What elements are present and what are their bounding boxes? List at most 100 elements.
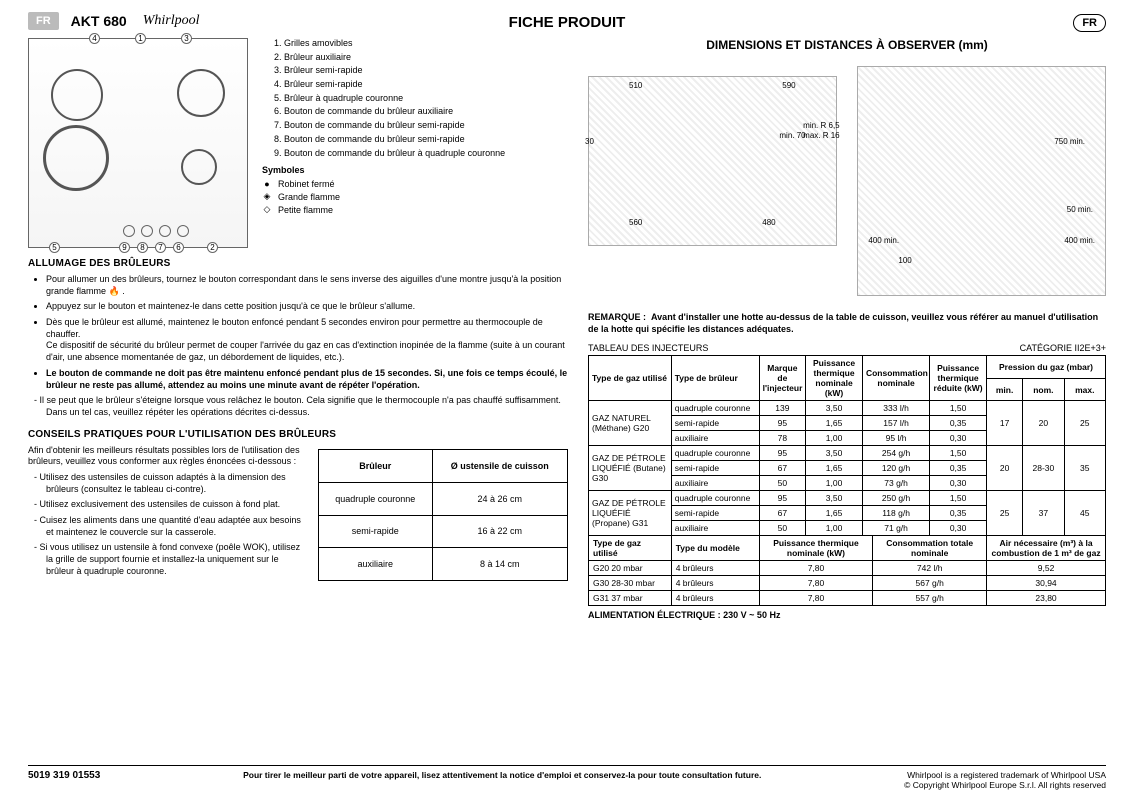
ignition-note: Il se peut que le brûleur s'éteigne lors… <box>46 395 568 418</box>
sum-td: 557 g/h <box>873 591 987 606</box>
legend-item: Bouton de commande du brûleur semi-rapid… <box>284 134 505 146</box>
ignition-step: Pour allumer un des brûleurs, tournez le… <box>46 274 568 297</box>
footer: 5019 319 01553 Pour tirer le meilleur pa… <box>28 765 1106 790</box>
sum-td: 742 l/h <box>873 561 987 576</box>
dim-label: min. R 6,5 <box>803 121 839 130</box>
inj-td: 37 <box>1023 491 1064 536</box>
trademark-line: Whirlpool is a registered trademark of W… <box>904 770 1106 780</box>
ignition-step: Appuyez sur le bouton et maintenez-le da… <box>46 301 568 313</box>
inj-td: semi-rapide <box>671 461 759 476</box>
dim-label: min. 70 <box>779 131 805 140</box>
inj-td: 1,00 <box>806 521 863 536</box>
symbol-label: Grande flamme <box>278 192 340 202</box>
inj-td: 50 <box>759 476 806 491</box>
inj-td: 0,35 <box>930 416 987 431</box>
dim-label: 400 min. <box>1064 236 1095 245</box>
inj-td: 254 g/h <box>862 446 929 461</box>
power-supply: ALIMENTATION ÉLECTRIQUE : 230 V ~ 50 Hz <box>588 610 1106 620</box>
inj-td: 95 <box>759 446 806 461</box>
sum-td: 7,80 <box>759 591 873 606</box>
inj-td: auxiliaire <box>671 476 759 491</box>
part-number: 5019 319 01553 <box>28 770 100 781</box>
inj-th: Puissance thermique réduite (kW) <box>930 356 987 401</box>
sum-td: 9,52 <box>987 561 1106 576</box>
inj-td: 78 <box>759 431 806 446</box>
inj-td: 20 <box>987 446 1023 491</box>
sum-td: 7,80 <box>759 561 873 576</box>
inj-td: auxiliaire <box>671 431 759 446</box>
inj-th: Pression du gaz (mbar) <box>987 356 1106 379</box>
legend-item: Brûleur semi-rapide <box>284 79 505 91</box>
symbols-heading: Symboles <box>262 165 505 175</box>
brand-logo: Whirlpool <box>143 13 200 29</box>
inj-td: 95 l/h <box>862 431 929 446</box>
inj-td: 3,50 <box>806 401 863 416</box>
small-flame-icon: ◇ <box>262 204 272 215</box>
utensil-th: Brûleur <box>319 449 433 482</box>
sum-td: 4 brûleurs <box>671 576 759 591</box>
injector-category: CATÉGORIE II2E+3+ <box>1020 343 1106 353</box>
dimensions-figure: 510 590 30 min. 70 560 480 min. R 6,5 ma… <box>588 56 1106 306</box>
inj-td: 0,35 <box>930 506 987 521</box>
inj-td: 25 <box>987 491 1023 536</box>
legend-item: Brûleur à quadruple couronne <box>284 93 505 105</box>
utensil-td: 8 à 14 cm <box>432 548 567 581</box>
model-number: AKT 680 <box>71 13 127 29</box>
inj-th: Consommation nominale <box>862 356 929 401</box>
inj-td: 67 <box>759 461 806 476</box>
dim-label: 560 <box>629 218 642 227</box>
inj-td: 0,30 <box>930 521 987 536</box>
inj-td: 1,50 <box>930 401 987 416</box>
legend-item: Bouton de commande du brûleur semi-rapid… <box>284 120 505 132</box>
tip-item: Utilisez exclusivement des ustensiles de… <box>46 499 304 511</box>
inj-td: 25 <box>1064 401 1105 446</box>
badge-fr-right: FR <box>1073 14 1106 32</box>
inj-td: 1,65 <box>806 416 863 431</box>
inj-td: 17 <box>987 401 1023 446</box>
sum-td: G30 28-30 mbar <box>589 576 672 591</box>
ignition-heading: ALLUMAGE DES BRÛLEURS <box>28 258 568 269</box>
inj-td: 3,50 <box>806 446 863 461</box>
inj-td: 0,30 <box>930 431 987 446</box>
tip-item: Cuisez les aliments dans une quantité d'… <box>46 515 304 538</box>
inj-td: 3,50 <box>806 491 863 506</box>
inj-td: semi-rapide <box>671 416 759 431</box>
sum-th: Type de gaz utilisé <box>589 536 672 561</box>
sum-td: 567 g/h <box>873 576 987 591</box>
sum-th: Puissance thermique nominale (kW) <box>759 536 873 561</box>
dim-label: 30 <box>585 137 594 146</box>
dim-label: 480 <box>762 218 775 227</box>
inj-td: GAZ DE PÉTROLE LIQUÉFIÉ (Propane) G31 <box>589 491 672 536</box>
tips-heading: CONSEILS PRATIQUES POUR L'UTILISATION DE… <box>28 429 568 440</box>
utensil-td: semi-rapide <box>319 515 433 548</box>
injector-table: Type de gaz utilisé Type de brûleur Marq… <box>588 355 1106 536</box>
inj-th: Type de brûleur <box>671 356 759 401</box>
inj-td: quadruple couronne <box>671 446 759 461</box>
right-column: DIMENSIONS ET DISTANCES À OBSERVER (mm) … <box>588 38 1106 620</box>
utensil-td: auxiliaire <box>319 548 433 581</box>
dim-label: 400 min. <box>868 236 899 245</box>
inj-td: semi-rapide <box>671 506 759 521</box>
inj-td: 139 <box>759 401 806 416</box>
inj-td: 45 <box>1064 491 1105 536</box>
inj-td: GAZ NATUREL (Méthane) G20 <box>589 401 672 446</box>
inj-td: 95 <box>759 491 806 506</box>
ignition-warning: Le bouton de commande ne doit pas être m… <box>46 368 568 391</box>
inj-th: max. <box>1064 378 1105 401</box>
inj-td: 95 <box>759 416 806 431</box>
inj-td: 250 g/h <box>862 491 929 506</box>
utensil-td: 24 à 26 cm <box>432 482 567 515</box>
inj-td: 1,50 <box>930 446 987 461</box>
inj-td: 1,65 <box>806 506 863 521</box>
dim-label: 590 <box>782 81 795 90</box>
tip-item: Utilisez des ustensiles de cuisson adapt… <box>46 472 304 495</box>
left-column: 4 1 3 5 9 8 7 6 2 Grilles amovibles Brûl… <box>28 38 568 620</box>
inj-td: 118 g/h <box>862 506 929 521</box>
utensil-th: Ø ustensile de cuisson <box>432 449 567 482</box>
inj-th: nom. <box>1023 378 1064 401</box>
badge-fr-left: FR <box>28 12 59 30</box>
inj-td: 1,00 <box>806 476 863 491</box>
inj-td: 50 <box>759 521 806 536</box>
hob-diagram: 4 1 3 5 9 8 7 6 2 <box>28 38 248 248</box>
dim-label: 750 min. <box>1054 137 1085 146</box>
